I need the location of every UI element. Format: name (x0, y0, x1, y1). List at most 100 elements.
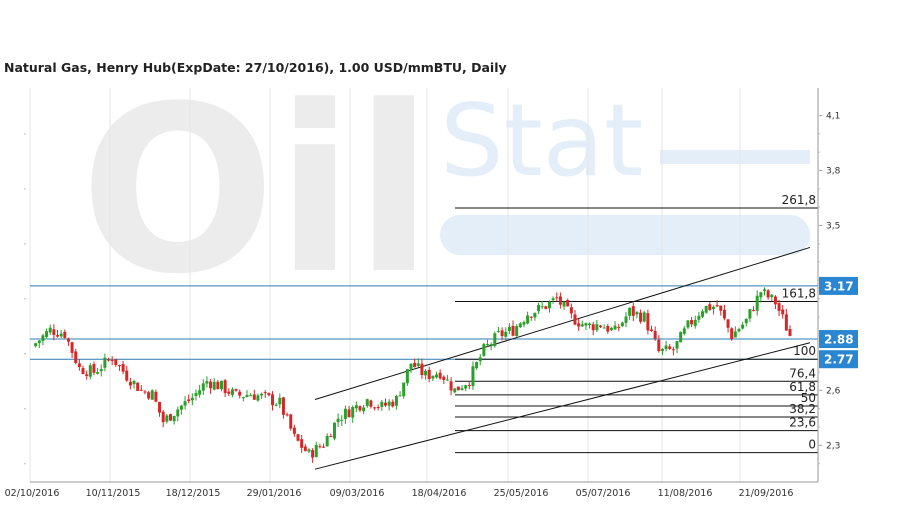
price-tag-label: 3.17 (824, 279, 854, 293)
candle-body (77, 363, 81, 368)
candle-body (99, 369, 103, 372)
candle-body (409, 363, 413, 369)
candle-body (697, 315, 701, 320)
candle-body (66, 338, 70, 342)
candle-body (314, 444, 318, 458)
candle-body (748, 309, 752, 319)
candle-body (493, 333, 497, 346)
candle-body (511, 325, 515, 336)
candle-body (336, 418, 340, 423)
candle-body (478, 357, 482, 362)
candle-body (526, 315, 530, 324)
candle-body (230, 389, 234, 395)
x-tick-label: 29/01/2016 (247, 488, 302, 499)
candle-body (369, 400, 373, 407)
candle-body (322, 446, 326, 448)
candle-body (354, 405, 358, 409)
candle-body (660, 348, 664, 351)
fib-label: 23,6 (789, 416, 816, 430)
candle-body (537, 304, 541, 312)
candle-body (343, 408, 347, 419)
x-tick-label: 11/08/2016 (658, 488, 713, 499)
candle-body (212, 381, 216, 390)
candle-body (325, 435, 329, 447)
candle-body (668, 346, 672, 349)
candle-body (416, 363, 420, 366)
candle-body (285, 414, 289, 416)
candle-body (318, 446, 322, 448)
candle-body (770, 294, 774, 298)
candle-body (766, 290, 770, 298)
candle-body (599, 325, 602, 328)
candle-body (187, 399, 191, 401)
channel-upper-line (314, 246, 811, 401)
watermark-logo: Oil Stat (80, 58, 810, 325)
candle-body (558, 296, 562, 305)
fib-label: 161,8 (782, 286, 816, 300)
candle-body (238, 391, 242, 396)
candle-body (675, 341, 679, 349)
candle-body (201, 383, 205, 391)
y-left-dot (24, 407, 26, 410)
candle-body (103, 357, 107, 368)
candle-body (56, 335, 60, 337)
y-left-dot (24, 462, 26, 465)
x-tick-label: 10/11/2015 (86, 488, 141, 499)
candle-body (398, 395, 402, 397)
candle-body (449, 381, 453, 391)
candle-body (650, 329, 654, 331)
candle-body (752, 310, 756, 312)
x-tick-label: 05/07/2016 (576, 488, 631, 499)
candle-body (136, 382, 140, 391)
trend-channel (314, 246, 811, 470)
candle-body (249, 395, 253, 397)
candle-body (405, 369, 409, 384)
x-tick-label: 02/10/2016 (5, 488, 60, 499)
candle-body (547, 301, 551, 309)
candle-body (209, 381, 213, 389)
candle-body (216, 381, 220, 390)
candle-body (445, 379, 449, 381)
candle-body (358, 406, 362, 411)
candle-body (114, 359, 118, 365)
y-tick-label: 4,1 (826, 111, 840, 121)
candle-body (453, 388, 457, 393)
candle-body (70, 342, 74, 353)
candle-body (500, 330, 504, 337)
candle-body (580, 324, 584, 327)
candle-body (92, 364, 96, 373)
candle-body (609, 327, 613, 331)
candle-body (781, 309, 785, 315)
x-tick-label: 21/09/2016 (739, 488, 794, 499)
candle-body (427, 369, 431, 380)
candle-body (227, 391, 231, 394)
candle-body (744, 318, 748, 324)
candle-body (48, 327, 52, 333)
candle-body (41, 335, 45, 341)
candle-body (577, 323, 581, 327)
candle-body (179, 405, 183, 410)
candle-body (482, 344, 486, 356)
candle-body (704, 305, 708, 313)
candle-body (81, 368, 85, 374)
candle-body (573, 314, 577, 325)
candle-body (431, 375, 435, 379)
candle-body (391, 401, 395, 407)
candle-body (679, 332, 683, 343)
candle-body (252, 394, 256, 400)
fib-label: 50 (801, 391, 816, 405)
candle-body (125, 370, 129, 381)
candle-body (263, 392, 267, 394)
candle-body (701, 311, 705, 317)
candle-body (132, 380, 136, 385)
candle-body (128, 381, 132, 386)
candlestick-series (34, 287, 792, 463)
candle-body (784, 314, 788, 331)
candle-body (737, 329, 741, 332)
fib-label: 76,4 (789, 366, 816, 380)
candle-body (373, 407, 377, 409)
candle-body (59, 333, 63, 337)
candle-body (383, 402, 387, 406)
